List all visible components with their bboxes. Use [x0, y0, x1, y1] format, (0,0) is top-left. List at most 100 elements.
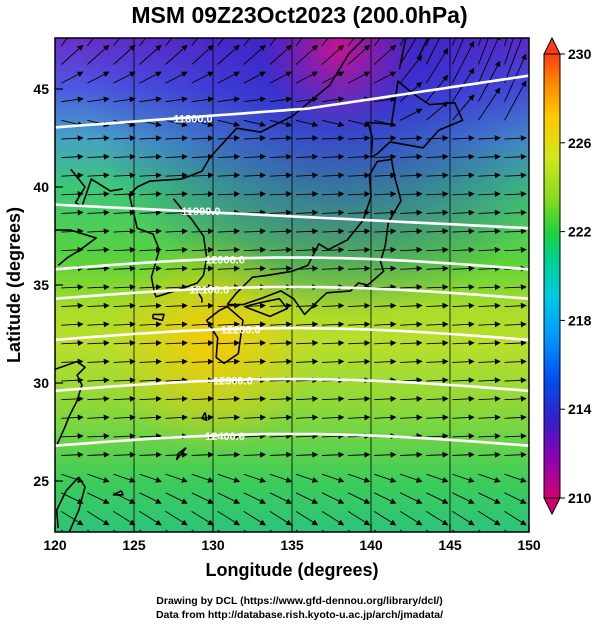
wind-arrow: [113, 191, 136, 198]
wind-arrow: [504, 492, 527, 504]
wind-arrow: [504, 340, 527, 347]
wind-arrow: [243, 321, 267, 328]
coastline-segment: [196, 290, 203, 303]
wind-arrow: [87, 377, 110, 384]
wind-arrow: [348, 246, 371, 253]
wind-arrow: [426, 377, 449, 384]
wind-arrow: [139, 377, 162, 384]
wind-arrow: [295, 340, 319, 347]
coastline-segment: [175, 447, 187, 461]
wind-arrow: [504, 302, 527, 309]
wind-arrow: [426, 191, 449, 198]
colorbar-tick-label: 226: [568, 135, 592, 151]
wind-arrow: [400, 302, 423, 309]
wind-arrow: [113, 451, 136, 458]
wind-arrow: [87, 209, 110, 216]
contour-label: 12300.0: [213, 376, 253, 388]
wind-arrow: [374, 209, 397, 216]
x-tick-label: 120: [43, 537, 67, 553]
wind-arrow: [295, 473, 319, 483]
wind-arrow: [87, 395, 110, 402]
wind-arrow: [217, 451, 241, 458]
wind-arrow: [504, 321, 527, 328]
wind-arrow: [113, 433, 136, 440]
wind-arrow: [269, 119, 293, 128]
wind-arrow: [191, 38, 199, 47]
wind-arrow: [217, 71, 240, 84]
wind-arrow: [243, 153, 267, 160]
wind-arrow: [165, 395, 188, 402]
wind-arrow: [139, 358, 162, 365]
x-tick-label: 150: [517, 537, 541, 553]
wind-arrow: [348, 414, 371, 421]
wind-arrow: [321, 135, 345, 142]
wind-arrow: [374, 172, 397, 179]
wind-arrow: [452, 172, 475, 179]
wind-arrow: [348, 209, 371, 216]
wind-arrow: [504, 209, 527, 216]
wind-arrow: [269, 265, 293, 272]
x-axis: 120 125 130 135 140 145 150: [43, 524, 541, 553]
wind-arrow: [139, 153, 162, 160]
wind-arrow: [139, 71, 162, 84]
wind-arrow: [321, 414, 345, 421]
wind-arrow: [243, 451, 267, 458]
wind-arrow: [113, 395, 136, 402]
wind-arrow: [321, 302, 345, 309]
wind-arrow: [87, 191, 110, 198]
credits: Drawing by DCL (https://www.gfd-dennou.o…: [0, 594, 599, 622]
colorbar-max-arrow: [543, 36, 561, 55]
wind-arrow: [504, 358, 527, 365]
wind-arrow: [400, 395, 423, 402]
wind-arrow: [426, 209, 449, 216]
wind-arrow: [217, 511, 240, 526]
wind-arrow: [452, 40, 475, 84]
wind-arrow: [87, 340, 110, 347]
wind-arrow: [321, 71, 345, 84]
wind-arrow: [400, 473, 423, 483]
wind-arrow: [452, 358, 475, 365]
wind-arrow: [113, 228, 136, 235]
wind-arrow: [165, 302, 188, 309]
coastline-segment: [417, 38, 429, 58]
wind-arrow: [113, 511, 136, 526]
wind-arrow: [374, 119, 397, 128]
wind-arrow: [321, 228, 345, 235]
wind-arrow: [191, 153, 214, 160]
contour-line: [55, 285, 529, 300]
wind-arrow: [269, 135, 293, 142]
wind-arrow: [61, 492, 84, 504]
wind-arrow: [452, 492, 475, 504]
wind-arrow: [217, 395, 241, 402]
wind-arrow: [269, 228, 293, 235]
wind-arrow: [373, 71, 397, 84]
wind-arrow: [400, 191, 423, 198]
wind-arrow: [347, 473, 371, 483]
wind-arrow: [269, 414, 293, 421]
y-axis-label: Latitude (degrees): [4, 207, 24, 363]
contour-line: [55, 377, 529, 393]
wind-arrow: [399, 511, 423, 526]
wind-arrow: [61, 191, 84, 198]
wind-arrow: [348, 358, 371, 365]
wind-arrow: [478, 246, 501, 253]
wind-arrow: [504, 191, 527, 198]
wind-arrow: [165, 228, 188, 235]
wind-arrow: [165, 265, 188, 272]
wind-arrow: [113, 492, 136, 504]
coastline-segment: [244, 297, 289, 318]
wind-arrow: [374, 228, 397, 235]
wind-arrow: [165, 38, 173, 47]
wind-arrow: [321, 246, 345, 253]
wind-arrow: [504, 377, 527, 384]
wind-arrow: [478, 395, 501, 402]
wind-arrow: [504, 433, 527, 440]
wind-arrow: [374, 492, 397, 504]
wind-arrow: [321, 153, 345, 160]
wind-arrow: [191, 265, 214, 272]
colorbar-tick-label: 214: [568, 401, 592, 417]
wind-arrow: [191, 511, 214, 526]
wind-arrow: [243, 433, 267, 440]
wind-arrow: [295, 209, 319, 216]
wind-arrow: [113, 246, 136, 253]
